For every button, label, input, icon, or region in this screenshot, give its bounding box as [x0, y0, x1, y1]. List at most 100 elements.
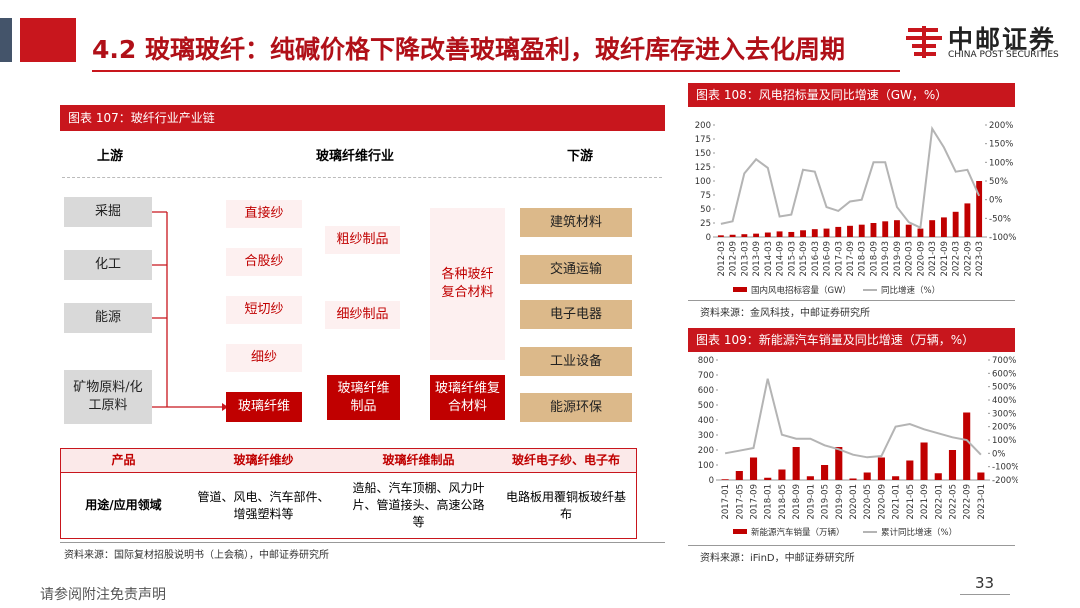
legend-label: 累计同比增速（%） — [881, 527, 957, 538]
header-cell: 玻纤电子纱、电子布 — [511, 453, 620, 467]
x-tick-label: 2014-09 — [776, 241, 786, 277]
logo-icon — [906, 26, 942, 58]
bar — [934, 473, 942, 480]
y-tick-label: 50 — [700, 205, 711, 215]
y-tick-label: 200 — [695, 121, 711, 131]
bar — [952, 211, 959, 237]
y2-tick-label: 500% — [992, 383, 1016, 393]
bar — [735, 471, 743, 480]
source-note: 资料来源：金风科技，中邮证券研究所 — [700, 308, 870, 319]
table-row: 用途/应用领域 管道、风电、汽车部件、增强塑料等 造船、汽车顶棚、风力叶片、管道… — [60, 472, 637, 539]
column-heading: 下游 — [566, 149, 593, 164]
y-tick-label: 600 — [698, 386, 714, 396]
logo-text: 中邮证券 — [948, 25, 1057, 54]
x-tick-label: 2015-03 — [787, 241, 797, 277]
y2-tick-label: 50% — [989, 177, 1008, 187]
bar — [917, 228, 924, 237]
row-cell: 造船、汽车顶棚、风力叶片、管道接头、高速公路等 — [352, 481, 485, 529]
chart-caption: 图表 108：风电招标量及同比增速（GW，%） — [688, 83, 1015, 107]
bar — [964, 203, 971, 237]
bar — [717, 235, 724, 237]
x-tick-label: 2020-01 — [849, 484, 859, 520]
y-tick-label: 0 — [706, 233, 711, 243]
y-tick-label: 200 — [698, 446, 714, 456]
column-heading: 玻璃纤维行业 — [315, 149, 394, 164]
y2-tick-label: 100% — [992, 436, 1016, 446]
bar — [940, 217, 947, 237]
bar — [863, 472, 871, 480]
y2-tick-label: 600% — [992, 369, 1016, 379]
x-tick-label: 2017-03 — [834, 241, 844, 277]
line — [724, 378, 982, 459]
x-tick-label: 2020-05 — [863, 484, 873, 520]
x-tick-label: 2021-03 — [928, 241, 938, 277]
x-tick-label: 2012-09 — [729, 241, 739, 277]
x-tick-label: 2018-01 — [764, 484, 774, 520]
x-tick-label: 2021-09 — [920, 484, 930, 520]
column-heading: 上游 — [96, 149, 123, 164]
downstream-box: 电子电器 — [520, 300, 632, 329]
y2-tick-label: 700% — [992, 356, 1016, 366]
bar — [858, 224, 865, 237]
legend-label: 同比增速（%） — [881, 285, 940, 296]
x-tick-label: 2022-01 — [934, 484, 944, 520]
y-tick-label: 175 — [695, 135, 711, 145]
x-tick-label: 2017-01 — [721, 484, 731, 520]
x-tick-label: 2022-05 — [948, 484, 958, 520]
x-tick-label: 2017-09 — [750, 484, 760, 520]
y-tick-label: 300 — [698, 431, 714, 441]
chart: 0 100 200 300 400 500 600 700 800 -200% -100% 0% 100… — [698, 356, 1018, 538]
divider — [62, 177, 662, 178]
y2-tick-label: 0% — [989, 196, 1003, 206]
bar — [776, 231, 783, 237]
yarn-item: 短切纱 — [226, 296, 302, 324]
downstream-box: 交通运输 — [520, 255, 632, 284]
slide-title: 4.2 玻璃玻纤：纯碱价格下降改善玻璃盈利，玻纤库存进入去化周期 — [92, 35, 845, 64]
bar — [870, 223, 877, 237]
y2-tick-label: 150% — [989, 140, 1013, 150]
x-tick-label: 2016-03 — [811, 241, 821, 277]
bar — [948, 450, 957, 480]
bar — [729, 234, 736, 237]
x-tick-label: 2022-03 — [952, 241, 962, 277]
rule — [60, 542, 665, 543]
bar — [894, 220, 900, 237]
bar — [821, 465, 829, 480]
accent-bar — [20, 18, 76, 62]
bar — [741, 234, 748, 237]
y2-tick-label: 200% — [989, 121, 1013, 131]
rule — [688, 545, 1015, 546]
y-tick-label: 100 — [698, 461, 714, 471]
bar — [778, 469, 786, 480]
bar — [721, 479, 729, 480]
y2-tick-label: -200% — [992, 476, 1018, 486]
bar — [977, 472, 985, 480]
x-tick-label: 2019-09 — [835, 484, 845, 520]
x-tick-label: 2021-09 — [940, 241, 950, 277]
row-cell: 用途/应用领域 — [85, 498, 162, 512]
x-tick-label: 2021-05 — [906, 484, 916, 520]
row-cell: 电路板用覆铜板玻纤基布 — [506, 489, 627, 521]
connectors — [152, 211, 228, 411]
logo-subtext: CHINA POST SECURITIES — [948, 50, 1059, 60]
x-tick-label: 2023-01 — [977, 484, 987, 520]
bar — [906, 460, 914, 480]
rule — [688, 300, 1015, 301]
y2-tick-label: 0% — [992, 449, 1006, 459]
bar — [753, 233, 760, 237]
upstream-box: 矿物原料/化工原料 — [64, 370, 152, 424]
chart-caption: 图表 109：新能源汽车销量及同比增速（万辆，%） — [688, 328, 1015, 352]
yarn-item: 细纱 — [226, 344, 302, 372]
y-tick-label: 100 — [695, 177, 711, 187]
header-cell: 产品 — [111, 453, 136, 467]
x-tick-label: 2013-03 — [740, 241, 750, 277]
bar — [788, 231, 795, 237]
y2-tick-label: -100% — [989, 233, 1016, 243]
line — [720, 125, 981, 230]
x-tick-label: 2020-03 — [905, 241, 915, 277]
x-tick-label: 2015-09 — [799, 241, 809, 277]
core-box: 玻璃纤维复合材料 — [430, 375, 505, 420]
legend-swatch — [733, 287, 747, 292]
x-tick-label: 2018-03 — [858, 241, 868, 277]
